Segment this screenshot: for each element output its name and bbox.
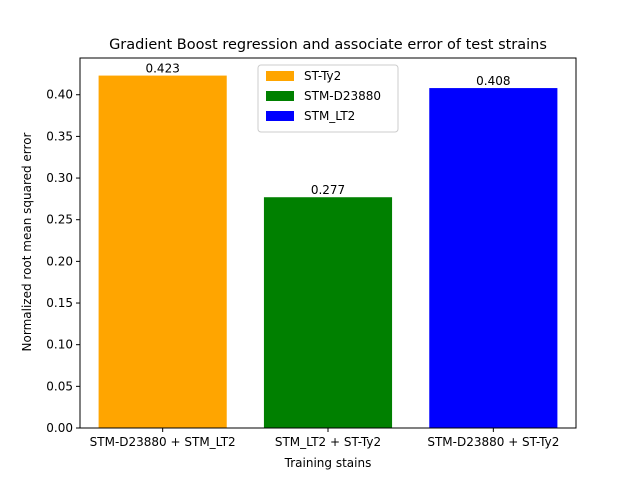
y-tick-label: 0.15 xyxy=(46,296,73,310)
x-tick-label: STM-D23880 + STM_LT2 xyxy=(90,435,236,449)
bars-group xyxy=(98,75,558,428)
chart-title: Gradient Boost regression and associate … xyxy=(109,37,547,53)
x-axis: STM-D23880 + STM_LT2 STM_LT2 + ST-Ty2 STM-… xyxy=(90,428,559,449)
legend: ST-Ty2 STM-D23880 STM_LT2 xyxy=(257,64,399,133)
data-label-3: 0.408 xyxy=(476,74,510,88)
y-tick-label: 0.30 xyxy=(46,171,73,185)
y-tick-label: 0.05 xyxy=(46,379,73,393)
y-tick-label: 0.00 xyxy=(46,421,73,435)
y-tick-label: 0.10 xyxy=(46,338,73,352)
x-tick-label: STM_LT2 + ST-Ty2 xyxy=(275,435,381,449)
x-axis-label: Training stains xyxy=(284,456,372,470)
axes-frame xyxy=(79,57,577,429)
x-tick-label: STM-D23880 + ST-Ty2 xyxy=(427,435,559,449)
legend-label-3: STM_LT2 xyxy=(304,109,355,123)
bar-2 xyxy=(263,197,393,428)
y-tick-label: 0.35 xyxy=(46,129,73,143)
data-label-1: 0.423 xyxy=(145,62,179,76)
y-tick-label: 0.25 xyxy=(46,213,73,227)
y-tick-label: 0.20 xyxy=(46,254,73,268)
y-tick-label: 0.40 xyxy=(46,88,73,102)
legend-label-2: STM-D23880 xyxy=(304,89,381,103)
bar-1 xyxy=(98,75,227,428)
y-axis: 0.00 0.05 0.10 0.15 0.20 0.25 0.30 0.35 0.40 xyxy=(46,88,80,435)
data-labels-group: 0.423 0.277 0.408 xyxy=(145,62,510,198)
legend-swatch-2 xyxy=(266,91,294,101)
data-label-2: 0.277 xyxy=(311,183,345,197)
legend-swatch-3 xyxy=(266,111,294,121)
legend-label-1: ST-Ty2 xyxy=(304,69,341,83)
legend-swatch-1 xyxy=(266,71,294,81)
y-axis-label: Normalized root mean squared error xyxy=(20,132,34,351)
bar-3 xyxy=(429,88,558,428)
